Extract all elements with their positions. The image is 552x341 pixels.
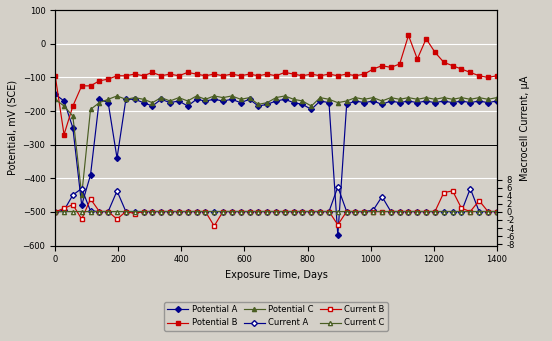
Potential C bbox=[167, 99, 173, 103]
Current B bbox=[149, 209, 156, 213]
Potential C bbox=[202, 97, 209, 101]
Current A bbox=[335, 185, 341, 189]
Potential C bbox=[361, 97, 368, 101]
Current B bbox=[52, 210, 59, 214]
Current B bbox=[493, 209, 500, 213]
Current C bbox=[352, 209, 359, 213]
Current C bbox=[52, 210, 59, 214]
Current A bbox=[485, 209, 491, 213]
Current A bbox=[379, 194, 385, 198]
Potential A bbox=[193, 97, 200, 101]
Line: Current A: Current A bbox=[53, 185, 499, 214]
Current B bbox=[379, 209, 385, 213]
Current C bbox=[493, 209, 500, 213]
Line: Potential C: Potential C bbox=[53, 94, 499, 197]
Potential B bbox=[352, 74, 359, 78]
Potential B bbox=[405, 33, 412, 38]
Y-axis label: Macrocell Current, μA: Macrocell Current, μA bbox=[521, 75, 530, 181]
Potential C bbox=[52, 97, 59, 101]
Current A bbox=[193, 209, 200, 213]
Potential A bbox=[184, 104, 191, 108]
Line: Current C: Current C bbox=[53, 209, 499, 214]
Current C bbox=[202, 209, 209, 213]
Current B bbox=[449, 189, 456, 193]
Line: Potential B: Potential B bbox=[53, 33, 499, 137]
Current C bbox=[193, 209, 200, 213]
Current B bbox=[211, 224, 217, 228]
Potential C bbox=[493, 95, 500, 100]
Current A bbox=[493, 209, 500, 213]
Potential B bbox=[379, 64, 385, 68]
Current C bbox=[158, 209, 164, 213]
Potential B bbox=[158, 74, 164, 78]
Potential B bbox=[193, 72, 200, 76]
Y-axis label: Potential, mV (SCE): Potential, mV (SCE) bbox=[7, 80, 17, 175]
Potential B bbox=[52, 74, 59, 78]
Current A bbox=[52, 210, 59, 214]
Current A bbox=[149, 209, 156, 213]
Current C bbox=[379, 209, 385, 213]
Legend: Potential A, Potential B, Potential C, Current A, Current B, Current C: Potential A, Potential B, Potential C, C… bbox=[164, 302, 388, 331]
Potential A bbox=[485, 101, 491, 105]
Potential A bbox=[352, 99, 359, 103]
Current C bbox=[485, 209, 491, 213]
Potential A bbox=[379, 102, 385, 106]
Potential B bbox=[202, 74, 209, 78]
Current A bbox=[184, 209, 191, 213]
Current C bbox=[61, 209, 67, 213]
Potential C bbox=[78, 193, 85, 197]
Current A bbox=[352, 209, 359, 213]
Potential A bbox=[335, 233, 341, 237]
Potential B bbox=[493, 74, 500, 78]
Potential A bbox=[493, 99, 500, 103]
Potential C bbox=[211, 94, 217, 98]
Potential C bbox=[114, 94, 120, 98]
Current B bbox=[485, 209, 491, 213]
Potential A bbox=[149, 104, 156, 108]
Current B bbox=[193, 209, 200, 213]
Line: Potential A: Potential A bbox=[53, 92, 499, 238]
Potential A bbox=[52, 92, 59, 96]
Potential B bbox=[485, 75, 491, 79]
Potential C bbox=[388, 95, 394, 100]
Current B bbox=[184, 209, 191, 213]
Potential B bbox=[61, 133, 67, 137]
Line: Current B: Current B bbox=[53, 189, 499, 228]
Current B bbox=[352, 209, 359, 213]
X-axis label: Exposure Time, Days: Exposure Time, Days bbox=[225, 270, 327, 280]
Potential C bbox=[485, 97, 491, 101]
